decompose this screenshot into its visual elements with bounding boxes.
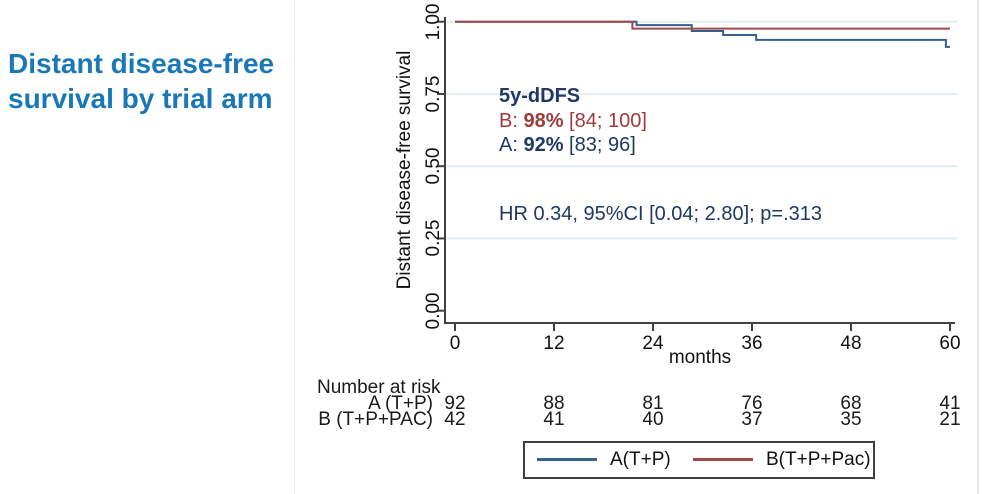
annotation-arm-a-ci: [83; 96]: [563, 134, 636, 156]
risk-value: 92: [444, 393, 466, 414]
annotation-arm-b-prefix: B:: [499, 110, 524, 132]
x-tick-label: 24: [642, 333, 664, 354]
divider-line-left: [294, 0, 295, 494]
legend: A(T+P) B(T+P+Pac): [523, 441, 875, 479]
risk-value: 41: [939, 393, 961, 414]
divider-line-right: [977, 0, 979, 494]
risk-table-title: Number at risk: [317, 377, 441, 398]
annotation-arm-b-ci: [84; 100]: [563, 110, 647, 132]
legend-label-a: A(T+P): [610, 449, 671, 470]
risk-value: 41: [543, 409, 565, 430]
legend-label-b: B(T+P+Pac): [766, 449, 871, 470]
annotation-arm-a-prefix: A:: [499, 134, 524, 156]
annotation-headline: 5y-dDFS: [499, 85, 581, 107]
page-title-line2: survival by trial arm: [8, 83, 273, 114]
risk-value: 37: [741, 409, 763, 430]
risk-value: 35: [840, 409, 862, 430]
km-curve-b: [455, 20, 950, 30]
risk-value: 88: [543, 393, 565, 414]
y-tick-label: 0.75: [423, 75, 444, 113]
risk-value: 81: [642, 393, 664, 414]
x-tick-label: 36: [741, 333, 763, 354]
y-tick-label: 0.50: [423, 147, 444, 185]
y-axis-title: Distant disease-free survival: [394, 50, 415, 290]
legend-line-swatch-b: [693, 458, 753, 461]
risk-value: 68: [840, 393, 862, 414]
risk-row-label-b: B (T+P+PAC): [318, 409, 433, 430]
legend-line-swatch-a: [537, 458, 597, 461]
risk-value: 40: [642, 409, 664, 430]
x-tick-label: 0: [449, 333, 461, 354]
risk-value: 76: [741, 393, 763, 414]
x-tick-label: 48: [840, 333, 862, 354]
annotation-arm-b-value: 98%: [523, 110, 564, 132]
risk-value: 21: [939, 409, 961, 430]
km-curve-a: [455, 20, 950, 48]
x-axis-title: months: [668, 347, 732, 368]
y-tick-label: 0.00: [423, 292, 444, 330]
annotation-arm-a-value: 92%: [523, 134, 564, 156]
risk-row-label-a: A (T+P): [368, 393, 433, 414]
y-tick-label: 1.00: [423, 3, 444, 41]
page-title-line1: Distant disease-free: [8, 48, 275, 79]
y-tick-label: 0.25: [423, 219, 444, 257]
annotation-hazard-ratio: HR 0.34, 95%CI [0.04; 2.80]; p=.313: [499, 203, 822, 225]
annotation-arm-a: A: 92% [83; 96]: [499, 134, 636, 156]
risk-value: 42: [444, 409, 466, 430]
annotation-arm-b: B: 98% [84; 100]: [499, 110, 647, 132]
x-tick-label: 60: [939, 333, 961, 354]
page-title: Distant disease-free survival by trial a…: [8, 46, 274, 116]
x-tick-label: 12: [543, 333, 565, 354]
